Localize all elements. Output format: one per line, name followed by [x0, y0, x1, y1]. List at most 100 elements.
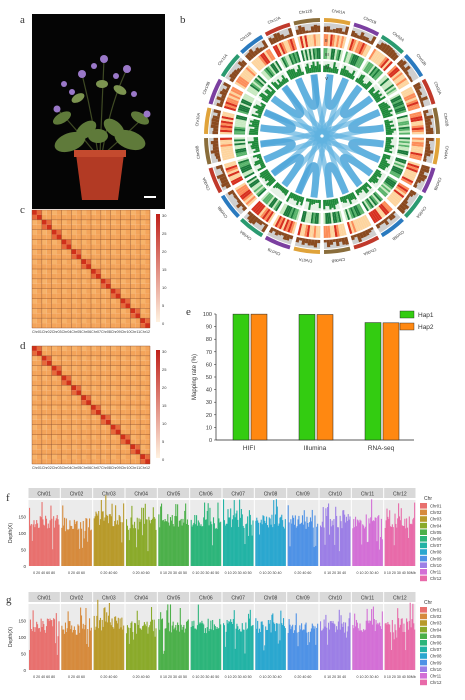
hic-cell: [41, 380, 47, 386]
depth-bar: [321, 630, 323, 670]
track-II-cell: [395, 185, 407, 195]
depth-bar: [406, 518, 408, 566]
track-III-cell: [257, 74, 267, 84]
hic-cell: [36, 439, 42, 445]
depth-bar: [370, 517, 372, 566]
hic-cell: [66, 454, 72, 460]
depth-bar: [64, 633, 66, 670]
hic-cell: [76, 370, 82, 376]
track-III-cell: [338, 210, 344, 222]
depth-bar: [399, 520, 401, 566]
depth-bar: [149, 520, 151, 566]
legend-label-chr07: Chr07: [430, 543, 442, 548]
depth-bar: [408, 516, 410, 566]
depth-bar: [258, 534, 260, 566]
hic-cell: [125, 234, 131, 240]
hic-cell: [32, 405, 37, 410]
track-II-cell: [350, 220, 357, 233]
facet-x-ticks: 0 10 20 30 40: [324, 571, 346, 575]
hic-cell: [95, 239, 101, 245]
track-II-cell: [401, 176, 414, 184]
track-II-cell: [274, 215, 282, 228]
hic-cell: [32, 254, 37, 260]
hic-scale-tick: 0: [162, 457, 165, 462]
track-III-cell: [234, 130, 246, 133]
track-II-cell: [360, 43, 368, 56]
track-II-cell: [280, 218, 288, 231]
plant-illustration: [32, 14, 165, 209]
hic-cell: [56, 210, 62, 215]
hic-cell: [61, 434, 67, 440]
track-I-bar: [295, 236, 300, 243]
depth-bar: [150, 607, 153, 670]
track-III-cell: [356, 204, 363, 215]
facet-strip: [190, 592, 222, 602]
track-II-cell: [398, 182, 410, 191]
hic-cell: [86, 318, 91, 324]
hic-cell: [36, 308, 42, 314]
depth-bar: [169, 517, 172, 566]
hic-cell: [105, 346, 111, 351]
track-IV-bar: [351, 191, 357, 200]
hic-cell: [100, 424, 106, 430]
depth-bar: [80, 528, 83, 566]
hic-cell: [115, 365, 121, 371]
depth-bar: [393, 639, 395, 670]
hic-cell: [81, 254, 87, 260]
depth-bar: [192, 626, 194, 670]
track-I-bar: [211, 121, 219, 126]
hic-cell: [91, 360, 96, 366]
depth-bar: [133, 528, 135, 566]
track-II-cell: [327, 225, 331, 238]
track-I-bar: [361, 35, 367, 42]
track-III-cell: [353, 55, 360, 67]
depth-bar: [116, 520, 118, 566]
depth-bar: [45, 515, 47, 566]
depth-bar: [110, 516, 112, 566]
depth-bar: [204, 628, 207, 670]
hic-cell: [140, 405, 146, 410]
legend-swatch: [420, 626, 427, 633]
depth-bar: [129, 528, 131, 566]
hic-cell: [145, 459, 150, 464]
track-IV-bar: [348, 73, 352, 79]
depth-bar: [151, 518, 153, 566]
depth-bar: [248, 618, 250, 670]
hic-cell: [120, 429, 126, 435]
depth-bar: [131, 621, 133, 670]
track-II-cell: [238, 187, 250, 197]
y-tick-label: 150: [18, 619, 26, 624]
hic-cell: [105, 269, 111, 274]
hic-cell: [66, 283, 72, 289]
track-I-bar: [412, 183, 418, 189]
hic-cell: [71, 375, 77, 381]
track-IV-bar: [384, 123, 390, 126]
hic-cell: [36, 454, 42, 460]
hic-cell: [100, 288, 106, 294]
track-I-bar: [256, 218, 262, 224]
hic-cell: [145, 365, 150, 371]
depth-bar: [288, 522, 290, 566]
hic-cell: [56, 308, 62, 314]
depth-bar: [279, 640, 281, 670]
hic-cell: [115, 264, 121, 269]
legend-label-chr02: Chr02: [430, 510, 442, 515]
track-I-bar: [424, 149, 434, 154]
depth-bar: [45, 518, 48, 566]
depth-bar: [170, 632, 172, 670]
depth-bar: [62, 505, 64, 566]
track-IV-bar: [249, 120, 260, 125]
hic-cell: [41, 214, 47, 220]
depth-bar: [97, 515, 99, 566]
hic-cell: [41, 439, 47, 445]
hic-cell: [120, 318, 126, 324]
track-IV-bar: [385, 138, 392, 142]
depth-bar: [182, 518, 184, 566]
track-II-cell: [235, 79, 248, 88]
hic-cell: [120, 244, 126, 250]
track-III-cell: [398, 128, 410, 132]
hic-cell: [95, 385, 101, 391]
hic-cell: [46, 249, 52, 255]
depth-bar: [219, 522, 221, 566]
hic-cell: [100, 308, 106, 314]
